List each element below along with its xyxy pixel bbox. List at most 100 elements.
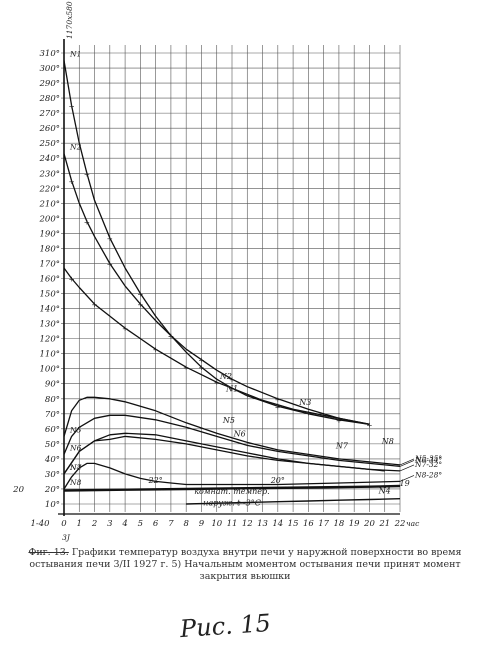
x-tick-label: 16 bbox=[303, 519, 314, 529]
y-tick-label: 280° bbox=[39, 94, 60, 104]
x-tick-label: 7 bbox=[168, 519, 174, 529]
series-end-leader bbox=[399, 464, 415, 472]
series-line-n3 bbox=[63, 267, 370, 425]
caption-line-1: Графики температур воздуха внутри печи у… bbox=[71, 547, 462, 558]
series-line-n2 bbox=[63, 153, 370, 425]
series-start-label: N8 bbox=[69, 478, 82, 487]
series-point-marker: + bbox=[244, 390, 250, 399]
chart-annotation: N1 bbox=[225, 384, 238, 393]
series-point-marker: + bbox=[198, 363, 204, 372]
series-point-marker: + bbox=[122, 324, 128, 333]
y-unit-label: 1170x580 bbox=[65, 1, 74, 39]
y-tick-label: 150° bbox=[40, 290, 60, 300]
caption-line-2: остывания печи 3/II 1927 г. 5) Начальным… bbox=[29, 559, 461, 570]
handwritten-figure-label: Рис. 15 bbox=[179, 608, 272, 644]
y-tick-label: 60° bbox=[45, 425, 60, 435]
series-point-marker: + bbox=[275, 401, 281, 410]
series-start-label: N2 bbox=[69, 143, 82, 152]
series-point-marker: + bbox=[198, 356, 204, 365]
x-tick-label: 17 bbox=[318, 519, 329, 529]
chart-annotation: N3 bbox=[298, 398, 311, 407]
chart-labels: 10°20°30°40°50°60°70°80°90°100°110°120°1… bbox=[12, 1, 442, 542]
y-tick-label: 110° bbox=[40, 350, 60, 360]
y-tick-label: 200° bbox=[39, 214, 60, 224]
chart-series: ++++++++++++++++++++++++++++ bbox=[63, 60, 401, 505]
y-tick-label: 250° bbox=[39, 139, 60, 149]
x-tick-label: 12 bbox=[242, 519, 253, 529]
series-point-marker: + bbox=[168, 332, 174, 341]
series-start-label: N7 bbox=[69, 463, 82, 472]
series-point-marker: + bbox=[137, 290, 143, 299]
series-point-marker: + bbox=[68, 275, 74, 284]
y-tick-label: 260° bbox=[39, 124, 60, 134]
series-start-label: N1 bbox=[69, 50, 81, 59]
y-tick-label: 180° bbox=[40, 244, 60, 254]
x-tick-label: 2 bbox=[91, 519, 97, 529]
y-tick-label: 170° bbox=[40, 259, 60, 269]
chart-annotation: N5 bbox=[222, 416, 235, 425]
series-end-leader bbox=[399, 458, 415, 466]
series-point-marker: + bbox=[366, 420, 372, 429]
x-origin-left-label: 1-40 bbox=[30, 519, 50, 529]
chart-axes bbox=[58, 39, 400, 516]
series-point-marker: + bbox=[305, 408, 311, 417]
y-tick-label: 40° bbox=[44, 455, 60, 465]
x-tick-label: 20 bbox=[363, 519, 375, 529]
caption-line-3: закрытия вьюшки bbox=[199, 571, 291, 582]
y-tick-label: 220° bbox=[39, 184, 60, 194]
x-tick-label: 6 bbox=[153, 519, 159, 529]
y-tick-label: 240° bbox=[39, 154, 60, 164]
series-end-label: N5-35° bbox=[414, 454, 442, 463]
left-extra-label: 20 bbox=[12, 485, 24, 495]
series-line-n7 bbox=[63, 432, 401, 475]
series-point-marker: + bbox=[275, 402, 281, 411]
series-point-marker: + bbox=[107, 259, 113, 268]
series-point-marker: + bbox=[137, 300, 143, 309]
y-tick-label: 160° bbox=[40, 275, 60, 285]
series-end-label: N7-32° bbox=[414, 460, 442, 469]
y-tick-label: 290° bbox=[39, 79, 60, 89]
series-start-label: N5 bbox=[69, 425, 82, 434]
y-tick-label: 90° bbox=[45, 380, 60, 390]
y-tick-label: 140° bbox=[40, 305, 60, 315]
y-tick-label: 230° bbox=[39, 169, 60, 179]
x-tick-label: 11 bbox=[227, 519, 238, 529]
series-line-n5 bbox=[63, 396, 401, 466]
x-tick-label: 10 bbox=[211, 519, 222, 529]
series-point-marker: + bbox=[229, 375, 235, 384]
series-end-label: N6-34° bbox=[414, 455, 442, 464]
series-point-marker: + bbox=[84, 169, 90, 178]
x-tick-label: 21 bbox=[378, 519, 390, 529]
y-tick-label: 100° bbox=[40, 365, 60, 375]
series-point-marker: + bbox=[214, 378, 220, 387]
temperature-chart: ++++++++++++++++++++++++++++ 10°20°30°40… bbox=[12, 1, 442, 542]
series-line-n6 bbox=[63, 414, 401, 468]
series-line- bbox=[63, 484, 401, 492]
y-tick-label: 190° bbox=[40, 229, 60, 239]
chart-annotation: N7 bbox=[335, 441, 349, 450]
chart-annotation: N6 bbox=[233, 429, 246, 438]
y-tick-label: 120° bbox=[40, 335, 60, 345]
x-tick-label: 4 bbox=[121, 519, 127, 529]
x-origin-sub-label: 3J bbox=[62, 533, 71, 542]
x-unit-label: час bbox=[406, 519, 420, 528]
series-point-marker: + bbox=[336, 416, 342, 425]
y-tick-label: 270° bbox=[39, 109, 60, 119]
figure-caption: Фиг. 13. Графики температур воздуха внут… bbox=[20, 547, 470, 583]
y-tick-label: 10° bbox=[45, 500, 60, 510]
series-point-marker: + bbox=[152, 345, 158, 354]
x-tick-label: 19 bbox=[349, 519, 360, 529]
y-tick-label: 300° bbox=[40, 64, 60, 74]
series-point-marker: + bbox=[68, 102, 74, 111]
series-start-label: N6 bbox=[69, 443, 82, 452]
x-tick-label: 0 bbox=[61, 519, 67, 529]
y-tick-label: 20° bbox=[44, 485, 60, 495]
caption-struck-label: Фиг. 13. bbox=[28, 547, 69, 558]
y-tick-label: 50° bbox=[45, 440, 60, 450]
series-point-marker: + bbox=[183, 363, 189, 372]
chart-annotation: наруж. t -3°C bbox=[203, 499, 261, 508]
y-tick-label: 80° bbox=[45, 395, 60, 405]
x-tick-label: 3 bbox=[107, 519, 112, 529]
x-tick-label: 18 bbox=[333, 519, 344, 529]
series-point-marker: + bbox=[68, 177, 74, 186]
